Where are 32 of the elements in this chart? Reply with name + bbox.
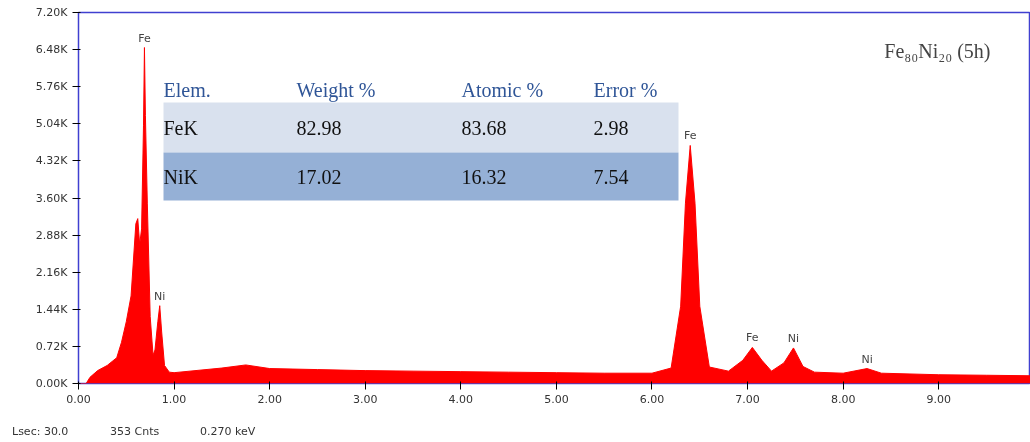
y-tick-label: 6.48K <box>35 43 69 57</box>
x-tick-label: 4.00 <box>448 392 474 406</box>
y-tick-label: 3.60K <box>35 191 69 205</box>
y-tick-label: 5.04K <box>35 117 69 131</box>
y-tick-label: 2.88K <box>35 228 69 242</box>
annotation: Ni <box>154 289 166 303</box>
y-tick-label: 0.72K <box>35 339 69 353</box>
y-tick-label: 0.00K <box>35 377 69 390</box>
x-tick-label: 3.00 <box>353 392 378 406</box>
annotation: Fe <box>746 331 759 345</box>
annotation: Ni <box>861 352 873 366</box>
y-tick-label: 5.76K <box>35 80 69 94</box>
x-tick-label: 9.00 <box>926 392 951 406</box>
text: NiK 17.02 16.32 7.54 <box>163 165 629 188</box>
x-tick-label: 8.00 <box>830 392 856 406</box>
y-tick-label: 1.44K <box>35 302 69 316</box>
x-tick-label: 0.00 <box>66 392 91 406</box>
y-tick-label: 2.16K <box>35 265 69 279</box>
text: FeK 82.98 83.68 2.98 <box>163 116 629 139</box>
x-tick-label: 7.00 <box>735 392 760 406</box>
y-tick-label: 7.20K <box>35 6 69 19</box>
annotation: Fe <box>683 129 697 143</box>
text: Fe₈₀Ni₂₀ (5h) <box>884 39 991 63</box>
text: Elem. Weight % Atomic % Error % <box>163 78 658 101</box>
text: Lsec: 30.0 353 Cnts 0.270 keV <box>12 425 256 438</box>
x-tick-label: 6.00 <box>639 392 665 406</box>
y-tick-label: 4.32K <box>35 154 69 168</box>
x-tick-label: 1.00 <box>161 392 187 406</box>
annotation: Fe <box>138 31 151 45</box>
x-tick-label: 5.00 <box>544 392 569 406</box>
annotation: Ni <box>787 331 800 345</box>
x-tick-label: 2.00 <box>257 392 282 406</box>
